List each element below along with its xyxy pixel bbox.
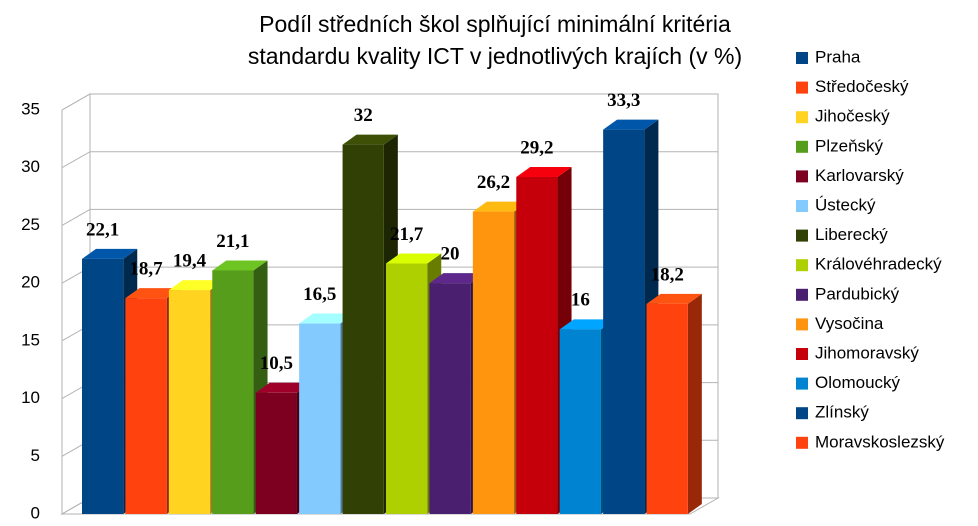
legend-swatch bbox=[796, 200, 808, 212]
bar bbox=[82, 258, 124, 514]
bar bbox=[342, 144, 384, 514]
value-label: 26,2 bbox=[477, 172, 510, 193]
y-tick-label: 25 bbox=[21, 215, 40, 234]
bar-top bbox=[255, 382, 311, 393]
legend-label: Liberecký bbox=[815, 225, 888, 244]
value-label: 20 bbox=[441, 244, 460, 265]
value-label: 29,2 bbox=[520, 137, 553, 158]
bar bbox=[429, 283, 471, 514]
y-tick-label: 15 bbox=[21, 330, 40, 349]
bar-top bbox=[646, 293, 702, 304]
bar bbox=[472, 211, 515, 514]
bar bbox=[386, 263, 428, 514]
bar bbox=[168, 290, 211, 514]
bar bbox=[559, 329, 601, 514]
chart-title: standardu kvality ICT v jednotlivých kra… bbox=[248, 43, 742, 69]
bar-top bbox=[472, 201, 529, 212]
legend-swatch bbox=[796, 140, 808, 153]
bar bbox=[212, 270, 254, 514]
value-label: 19,4 bbox=[173, 250, 207, 271]
value-label: 21,7 bbox=[390, 224, 424, 245]
bar-top bbox=[82, 248, 138, 259]
value-label: 22,1 bbox=[86, 219, 119, 240]
bar-top bbox=[386, 253, 442, 264]
y-tick-label: 10 bbox=[21, 388, 40, 407]
bar-top bbox=[603, 119, 659, 130]
legend-label: Vysočina bbox=[815, 314, 884, 333]
legend-swatch bbox=[796, 81, 808, 94]
legend-label: Pardubický bbox=[815, 284, 900, 303]
y-tick-label: 5 bbox=[31, 446, 40, 465]
y-tick-label: 30 bbox=[21, 157, 40, 176]
bar-top bbox=[342, 134, 398, 145]
legend-label: Olomoucký bbox=[815, 373, 901, 392]
legend-swatch bbox=[796, 318, 808, 331]
legend-swatch bbox=[796, 229, 808, 242]
legend-swatch bbox=[796, 377, 808, 390]
legend-label: Královéhradecký bbox=[815, 255, 942, 274]
legend-swatch bbox=[796, 259, 808, 272]
bar-top bbox=[429, 273, 485, 284]
value-label: 21,1 bbox=[216, 231, 249, 252]
legend-label: Jihomoravský bbox=[815, 343, 919, 362]
value-label: 16,5 bbox=[303, 284, 336, 305]
y-tick-label: 0 bbox=[31, 503, 40, 522]
legend-swatch bbox=[796, 436, 808, 449]
value-label: 32 bbox=[354, 105, 373, 126]
bar bbox=[125, 298, 167, 514]
legend-label: Plzeňský bbox=[815, 136, 884, 155]
legend-label: Ústecký bbox=[815, 195, 876, 214]
bar-top bbox=[168, 280, 225, 291]
legend-label: Středočeský bbox=[815, 77, 909, 96]
y-tick-label: 20 bbox=[21, 273, 40, 292]
legend-label: Karlovarský bbox=[815, 166, 904, 185]
bar bbox=[299, 323, 341, 514]
grid-line bbox=[61, 151, 718, 169]
value-label: 16 bbox=[571, 290, 590, 311]
legend-label: Moravskoslezský bbox=[815, 432, 945, 451]
value-label: 10,5 bbox=[260, 353, 293, 374]
legend-swatch bbox=[796, 111, 808, 124]
bar-top bbox=[125, 288, 181, 299]
bar bbox=[255, 392, 297, 514]
legend-swatch bbox=[796, 288, 808, 301]
value-label: 33,3 bbox=[607, 90, 640, 111]
bar bbox=[646, 303, 688, 514]
legend-label: Jihočeský bbox=[815, 107, 890, 126]
legend-label: Zlínský bbox=[815, 403, 869, 422]
legend-swatch bbox=[796, 348, 808, 360]
legend-swatch bbox=[796, 52, 808, 64]
legend-label: Praha bbox=[815, 47, 861, 66]
chart-title: Podíl středních škol splňující minimální… bbox=[259, 11, 731, 37]
bar-top bbox=[299, 313, 355, 324]
bar-side bbox=[687, 293, 702, 514]
legend-swatch bbox=[796, 407, 808, 420]
bar bbox=[516, 176, 558, 514]
y-tick-label: 35 bbox=[21, 99, 40, 118]
bar-top bbox=[212, 260, 268, 271]
legend-swatch bbox=[796, 170, 808, 183]
grid-line bbox=[61, 93, 718, 111]
bar bbox=[603, 129, 645, 514]
bar-top bbox=[559, 319, 615, 330]
value-label: 18,2 bbox=[651, 264, 684, 285]
bar-top bbox=[516, 166, 572, 177]
value-label: 18,7 bbox=[129, 259, 163, 280]
